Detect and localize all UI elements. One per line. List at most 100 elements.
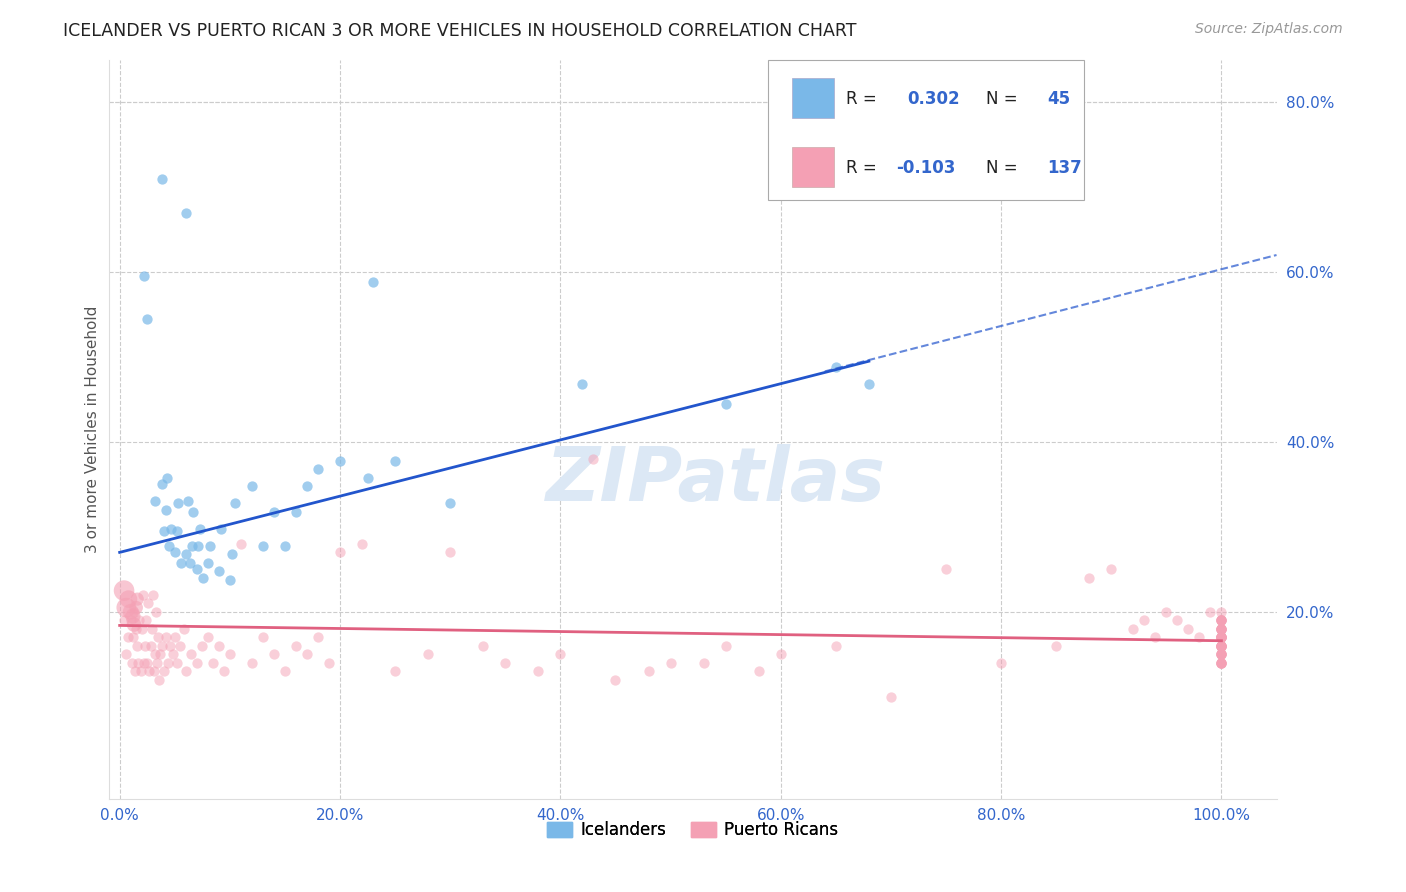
Point: [1211, 656, 1233, 670]
Point: [142, 665, 165, 679]
Point: [131, 622, 153, 636]
Point: [1211, 622, 1233, 636]
Point: [150, 639, 173, 653]
Point: [1211, 630, 1233, 644]
Point: [149, 648, 172, 662]
Point: [174, 205, 197, 219]
Point: [159, 639, 181, 653]
Point: [274, 539, 297, 553]
Point: [318, 656, 340, 670]
Point: [156, 470, 179, 484]
Point: [152, 524, 174, 538]
Point: [1211, 630, 1233, 644]
Point: [240, 656, 263, 670]
Point: [150, 171, 173, 186]
Point: [128, 613, 150, 627]
Point: [880, 690, 903, 704]
Point: [125, 622, 148, 636]
Point: [1211, 639, 1233, 653]
Point: [1211, 630, 1233, 644]
Point: [1211, 648, 1233, 662]
FancyBboxPatch shape: [792, 147, 834, 186]
Point: [143, 648, 166, 662]
Point: [1211, 622, 1233, 636]
Point: [384, 453, 406, 467]
Point: [1211, 639, 1233, 653]
Point: [198, 539, 221, 553]
Point: [1211, 630, 1233, 644]
Point: [183, 505, 205, 519]
Point: [197, 556, 219, 570]
Point: [361, 275, 384, 289]
Point: [284, 505, 307, 519]
Point: [384, 665, 406, 679]
Point: [169, 639, 191, 653]
Point: [197, 630, 219, 644]
Point: [1211, 630, 1233, 644]
Point: [1211, 622, 1233, 636]
Point: [120, 613, 142, 627]
Point: [186, 656, 208, 670]
Point: [527, 665, 550, 679]
Point: [163, 630, 186, 644]
Text: R =: R =: [845, 159, 882, 177]
Point: [224, 496, 246, 510]
Point: [221, 547, 243, 561]
Point: [1211, 639, 1233, 653]
Point: [134, 639, 156, 653]
Point: [295, 479, 318, 493]
Point: [769, 648, 792, 662]
Point: [145, 605, 167, 619]
Point: [115, 600, 138, 615]
Text: 137: 137: [1047, 159, 1083, 177]
Point: [208, 564, 231, 578]
Point: [155, 630, 177, 644]
Point: [115, 648, 138, 662]
Point: [274, 665, 297, 679]
Point: [214, 665, 236, 679]
Point: [858, 377, 880, 392]
Point: [1133, 613, 1156, 627]
Point: [155, 503, 177, 517]
Point: [1211, 648, 1233, 662]
Point: [494, 656, 516, 670]
FancyBboxPatch shape: [769, 60, 1084, 200]
Point: [1045, 639, 1067, 653]
Point: [550, 648, 572, 662]
Point: [170, 556, 193, 570]
Point: [1211, 622, 1233, 636]
Text: ZIPatlas: ZIPatlas: [546, 444, 886, 517]
Text: R =: R =: [845, 90, 882, 108]
Point: [1211, 639, 1233, 653]
Legend: Icelanders, Puerto Ricans: Icelanders, Puerto Ricans: [540, 814, 845, 846]
Text: 0.302: 0.302: [907, 90, 960, 108]
Point: [263, 505, 285, 519]
Point: [329, 453, 352, 467]
Point: [1211, 656, 1233, 670]
Point: [295, 648, 318, 662]
Point: [1211, 656, 1233, 670]
Point: [122, 609, 145, 624]
Point: [1078, 571, 1101, 585]
Point: [143, 494, 166, 508]
Point: [714, 639, 737, 653]
Point: [1211, 622, 1233, 636]
Point: [990, 656, 1012, 670]
Point: [146, 656, 169, 670]
Point: [112, 583, 135, 598]
Point: [1188, 630, 1211, 644]
Point: [150, 477, 173, 491]
Point: [263, 648, 285, 662]
Point: [141, 622, 163, 636]
Point: [174, 547, 197, 561]
Point: [472, 639, 495, 653]
Point: [121, 656, 143, 670]
Point: [229, 537, 252, 551]
Point: [1211, 613, 1233, 627]
Point: [1211, 630, 1233, 644]
Point: [132, 269, 155, 284]
Point: [714, 397, 737, 411]
Point: [218, 648, 240, 662]
Point: [179, 556, 201, 570]
Point: [124, 665, 146, 679]
